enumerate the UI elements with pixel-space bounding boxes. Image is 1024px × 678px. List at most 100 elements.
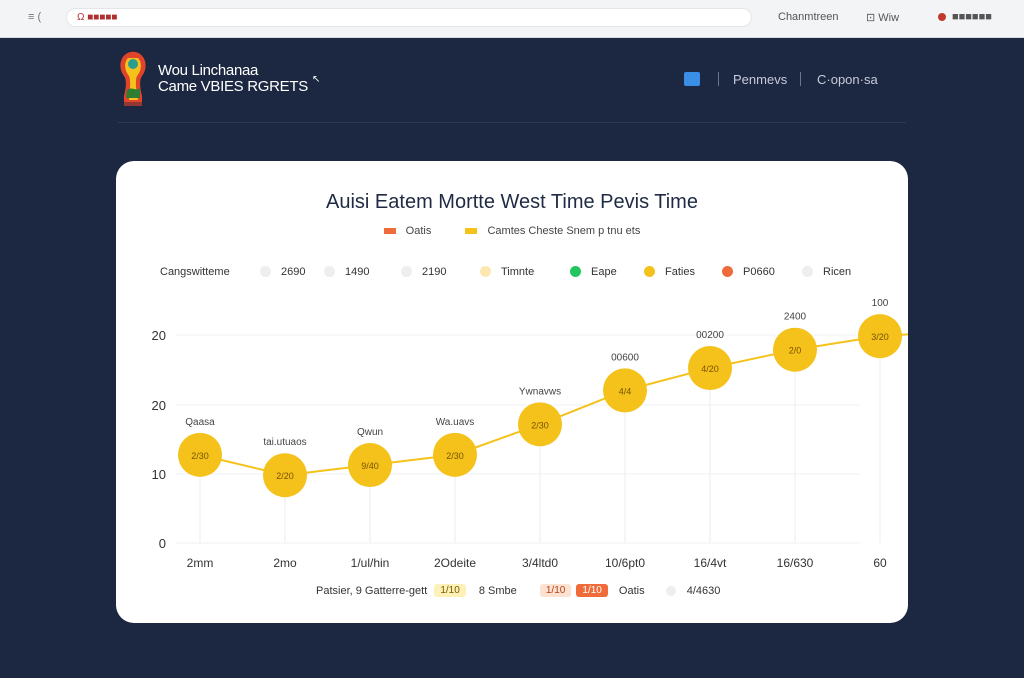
x-tick-label: 60 [873,556,887,570]
data-point [348,443,392,488]
filter-chip[interactable]: Timnte [480,266,534,278]
line-chart: 0 10 20 20 2/30 Qaasa 2mm 2/20 tai.utuaos 2mo 9/40… [152,298,908,570]
x-tick-label: 2mo [273,556,297,570]
data-label: Ywnavws [519,386,561,397]
filter-label: 1490 [345,266,370,278]
filter-dot [570,266,581,277]
bottom-legend-label: 8 Smbe [478,584,517,597]
filter-label: P0660 [743,266,775,278]
x-tick-label: 1/ul/hin [351,556,390,570]
point-label: 2/20 [276,471,294,481]
nav-link-secondary[interactable]: C·opon·sa [817,72,878,87]
bottom-legend-label: Oatis [618,584,645,597]
nav-link-primary[interactable]: Penmevs [733,72,788,87]
y-tick-label: 0 [159,536,166,551]
x-tick-label: 16/630 [777,556,814,570]
point-label: 4/20 [701,364,719,374]
view-link[interactable]: ⊡ Wiw [866,12,900,24]
filter-label: 2690 [281,266,306,278]
cursor-icon: ↖ [312,74,321,85]
filter-dot [644,266,655,277]
brand-subtitle: Came VBIES RGRETS [158,78,308,95]
point-label: 3/20 [871,332,889,342]
data-label: 2400 [784,312,807,323]
legend-swatch-orange [383,227,396,234]
filter-dot [722,266,733,277]
header-divider [118,122,906,123]
filter-label: Ricen [823,266,852,278]
filter-bar: Cangswitteme 2690 1490 2190 Timnte Eape … [160,266,880,280]
y-tick-label: 10 [152,467,166,482]
filter-label: 2190 [422,266,447,278]
chart-legend: Oatis Camtes Cheste Snem p tnu ets [116,225,908,237]
filter-chip[interactable]: 1490 [324,266,369,278]
x-tick-label: 10/6pt0 [605,556,645,570]
filter-dot [401,266,412,277]
x-tick-label: 3/4ltd0 [522,556,558,570]
x-tick-label: 2mm [187,556,214,570]
data-label: 00200 [696,330,724,341]
data-point [858,314,902,359]
point-label: 4/4 [619,386,632,396]
bottom-legend-label: Patsier, 9 Gatterre-gett [316,584,428,597]
address-bar[interactable]: Ω ■■■■■ [66,8,752,27]
filter-label: Timnte [501,266,535,278]
bottom-legend: Patsier, 9 Gatterre-gett 1/10 8 Smbe 1/1… [316,584,720,598]
filter-dot [260,266,271,277]
chart-title: Auisi Eatem Mortte West Time Pevis Time [326,191,698,213]
x-tick-label: 2Odeite [434,556,476,570]
legend-label: Oatis [405,225,432,237]
data-label: tai.utuaos [263,437,306,448]
data-point [518,402,562,447]
filter-label: Cangswitteme [160,266,230,278]
data-label: 100 [872,298,889,309]
menu-icon[interactable]: ≡ ( [28,11,42,23]
filter-chip[interactable]: Cangswitteme [160,266,230,278]
account-link[interactable]: Chanmtreen [778,11,839,23]
url-text: Ω ■■■■■ [77,12,118,23]
filter-chip[interactable]: Faties [644,266,695,278]
filter-chip[interactable]: 2690 [260,266,305,278]
data-label: Qwun [357,427,383,438]
data-point [603,368,647,413]
data-point [178,432,222,477]
filter-chip[interactable]: Ricen [802,266,851,278]
data-label: Wa.uavs [436,417,475,428]
x-tick-label: 16/4vt [694,556,727,570]
point-label: 2/30 [531,420,549,430]
legend-label: Camtes Cheste Snem p tnu ets [487,225,641,237]
bottom-legend-label: 4/4630 [686,584,721,597]
filter-chip[interactable]: P0660 [722,266,775,278]
filter-dot [480,266,491,277]
bottom-legend-tag[interactable]: 1/10 [434,584,466,597]
data-point [263,453,307,498]
data-point [433,432,477,477]
filter-label: Eape [591,266,617,278]
bottom-legend-tag-active[interactable]: 1/10 [576,584,608,597]
filter-chip[interactable]: 2190 [401,266,446,278]
bottom-legend-tag[interactable]: 1/10 [539,584,572,597]
point-label: 2/30 [446,451,464,461]
window-icon[interactable] [684,72,700,86]
data-label: 00600 [611,352,639,363]
point-label: 2/0 [789,346,802,356]
point-label: 9/40 [361,461,379,471]
brand-title[interactable]: Wou Linchanaa [158,62,259,79]
divider [718,72,719,86]
bottom-legend-dot [665,585,676,596]
data-point [773,327,817,372]
data-label: Qaasa [185,417,215,428]
y-tick-label: 20 [152,398,166,413]
filter-dot [802,266,813,277]
trophy-logo-icon[interactable] [118,50,148,110]
filter-chip[interactable]: Eape [570,266,617,278]
divider [800,72,801,86]
user-avatar-icon [938,13,946,21]
user-menu[interactable]: ■■■■■■ [938,11,992,23]
data-point [688,346,732,391]
legend-swatch-yellow [465,227,478,234]
filter-dot [324,266,335,277]
browser-chrome: ≡ ( Ω ■■■■■ Chanmtreen ⊡ Wiw ■■■■■■ [0,0,1024,38]
filter-label: Faties [665,266,695,278]
user-label: ■■■■■■ [952,11,992,23]
